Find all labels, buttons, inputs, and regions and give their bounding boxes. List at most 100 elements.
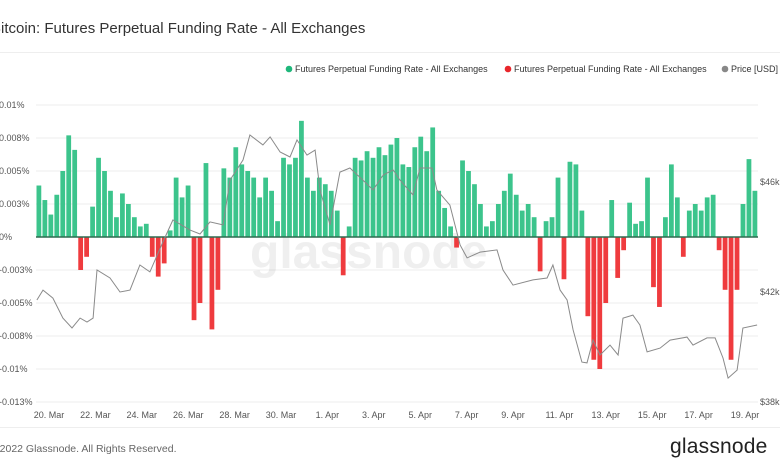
x-tick-label: 17. Apr	[684, 410, 713, 420]
positive-funding-bar	[316, 177, 322, 237]
negative-funding-bar	[591, 237, 597, 360]
positive-funding-bar	[442, 207, 448, 237]
positive-funding-bar	[370, 157, 376, 237]
positive-funding-bar	[639, 221, 644, 237]
positive-funding-bar	[293, 157, 298, 237]
positive-funding-bar	[752, 190, 758, 237]
positive-funding-bar	[131, 217, 137, 237]
y-tick-label: 0%	[0, 232, 12, 242]
y-tick-label: -0.008%	[0, 331, 33, 341]
positive-funding-bar	[567, 161, 573, 237]
positive-funding-bar	[424, 151, 430, 237]
positive-funding-bar	[263, 177, 269, 237]
negative-funding-bar	[155, 237, 161, 277]
positive-funding-bar	[203, 163, 209, 237]
x-tick-label: 22. Mar	[80, 410, 111, 420]
positive-funding-bar	[227, 177, 233, 237]
legend-label: Price [USD]	[731, 64, 778, 74]
positive-funding-bar	[507, 173, 513, 237]
positive-funding-bar	[633, 223, 638, 237]
negative-funding-bar	[728, 237, 734, 360]
positive-funding-bar	[460, 160, 465, 237]
y-tick-label: -0.005%	[0, 298, 33, 308]
positive-funding-bar	[543, 221, 549, 237]
positive-funding-bar	[418, 136, 424, 237]
positive-funding-bar	[484, 226, 489, 237]
y-tick-label: -0.013%	[0, 397, 33, 407]
x-tick-label: 15. Apr	[638, 410, 667, 420]
x-tick-label: 5. Apr	[408, 410, 432, 420]
positive-funding-bar	[555, 177, 561, 237]
positive-funding-bar	[114, 217, 119, 237]
positive-funding-bar	[388, 144, 394, 237]
negative-funding-bar	[651, 237, 656, 288]
negative-funding-bar	[197, 237, 203, 303]
positive-funding-bar	[519, 210, 525, 237]
positive-funding-bar	[269, 190, 274, 237]
positive-funding-bar	[376, 147, 382, 237]
negative-funding-bar	[454, 237, 459, 248]
positive-funding-bar	[143, 223, 149, 237]
positive-funding-bar	[430, 127, 436, 237]
glassnode-logo: glassnode	[670, 435, 768, 458]
positive-funding-bar	[573, 164, 579, 237]
positive-funding-bar	[531, 217, 537, 237]
negative-funding-bar	[722, 237, 728, 290]
positive-funding-bar	[686, 210, 692, 237]
positive-funding-bar	[364, 151, 370, 237]
positive-funding-bar	[90, 206, 95, 237]
negative-funding-bar	[657, 237, 662, 307]
positive-funding-bar	[495, 204, 501, 237]
positive-funding-bar	[746, 159, 752, 237]
positive-funding-bar	[489, 221, 495, 237]
negative-funding-bar	[603, 237, 609, 303]
negative-funding-bar	[209, 237, 215, 330]
chart-title: Bitcoin: Futures Perpetual Funding Rate …	[0, 20, 366, 37]
positive-funding-bar	[525, 204, 531, 237]
x-tick-label: 13. Apr	[592, 410, 621, 420]
positive-funding-bar	[579, 210, 585, 237]
y-right-tick-label: $46k	[760, 177, 780, 187]
positive-funding-bar	[674, 197, 680, 237]
positive-funding-bar	[126, 204, 131, 237]
positive-funding-bar	[245, 171, 251, 237]
positive-funding-bar	[233, 147, 239, 237]
positive-funding-bar	[448, 226, 453, 237]
x-tick-label: 26. Mar	[173, 410, 204, 420]
price-line	[36, 134, 758, 380]
positive-funding-bar	[412, 147, 418, 237]
x-tick-label: 11. Apr	[545, 410, 573, 420]
x-tick-label: 19. Apr	[731, 410, 760, 420]
negative-funding-bar	[84, 237, 90, 257]
negative-funding-bar	[561, 237, 567, 280]
x-tick-label: 1. Apr	[316, 410, 340, 420]
positive-funding-bar	[334, 210, 340, 237]
positive-funding-bar	[663, 217, 668, 237]
positive-funding-bar	[692, 204, 698, 237]
y-tick-label: -0.01%	[0, 364, 28, 374]
positive-funding-bar	[668, 164, 674, 237]
x-tick-label: 28. Mar	[219, 410, 250, 420]
positive-funding-bar	[275, 221, 280, 237]
positive-funding-bar	[239, 164, 245, 237]
positive-funding-bar	[287, 164, 292, 237]
x-tick-label: 9. Apr	[501, 410, 525, 420]
positive-funding-bar	[173, 177, 179, 237]
positive-funding-bar	[478, 204, 483, 237]
positive-funding-bar	[137, 226, 143, 237]
positive-funding-bar	[72, 149, 78, 237]
positive-funding-bar	[96, 157, 101, 237]
positive-funding-bar	[54, 194, 60, 237]
x-tick-label: 24. Mar	[127, 410, 158, 420]
y-tick-label: 0.01%	[0, 100, 25, 110]
negative-funding-bar	[191, 237, 197, 321]
header-divider	[0, 52, 780, 53]
positive-funding-bar	[436, 190, 442, 237]
positive-funding-bar	[42, 200, 48, 237]
positive-funding-bar	[549, 217, 555, 237]
positive-funding-bar	[501, 190, 507, 237]
negative-funding-bar	[340, 237, 346, 276]
legend-dot-icon	[504, 65, 512, 73]
negative-funding-bar	[161, 237, 167, 264]
positive-funding-bar	[400, 164, 406, 237]
